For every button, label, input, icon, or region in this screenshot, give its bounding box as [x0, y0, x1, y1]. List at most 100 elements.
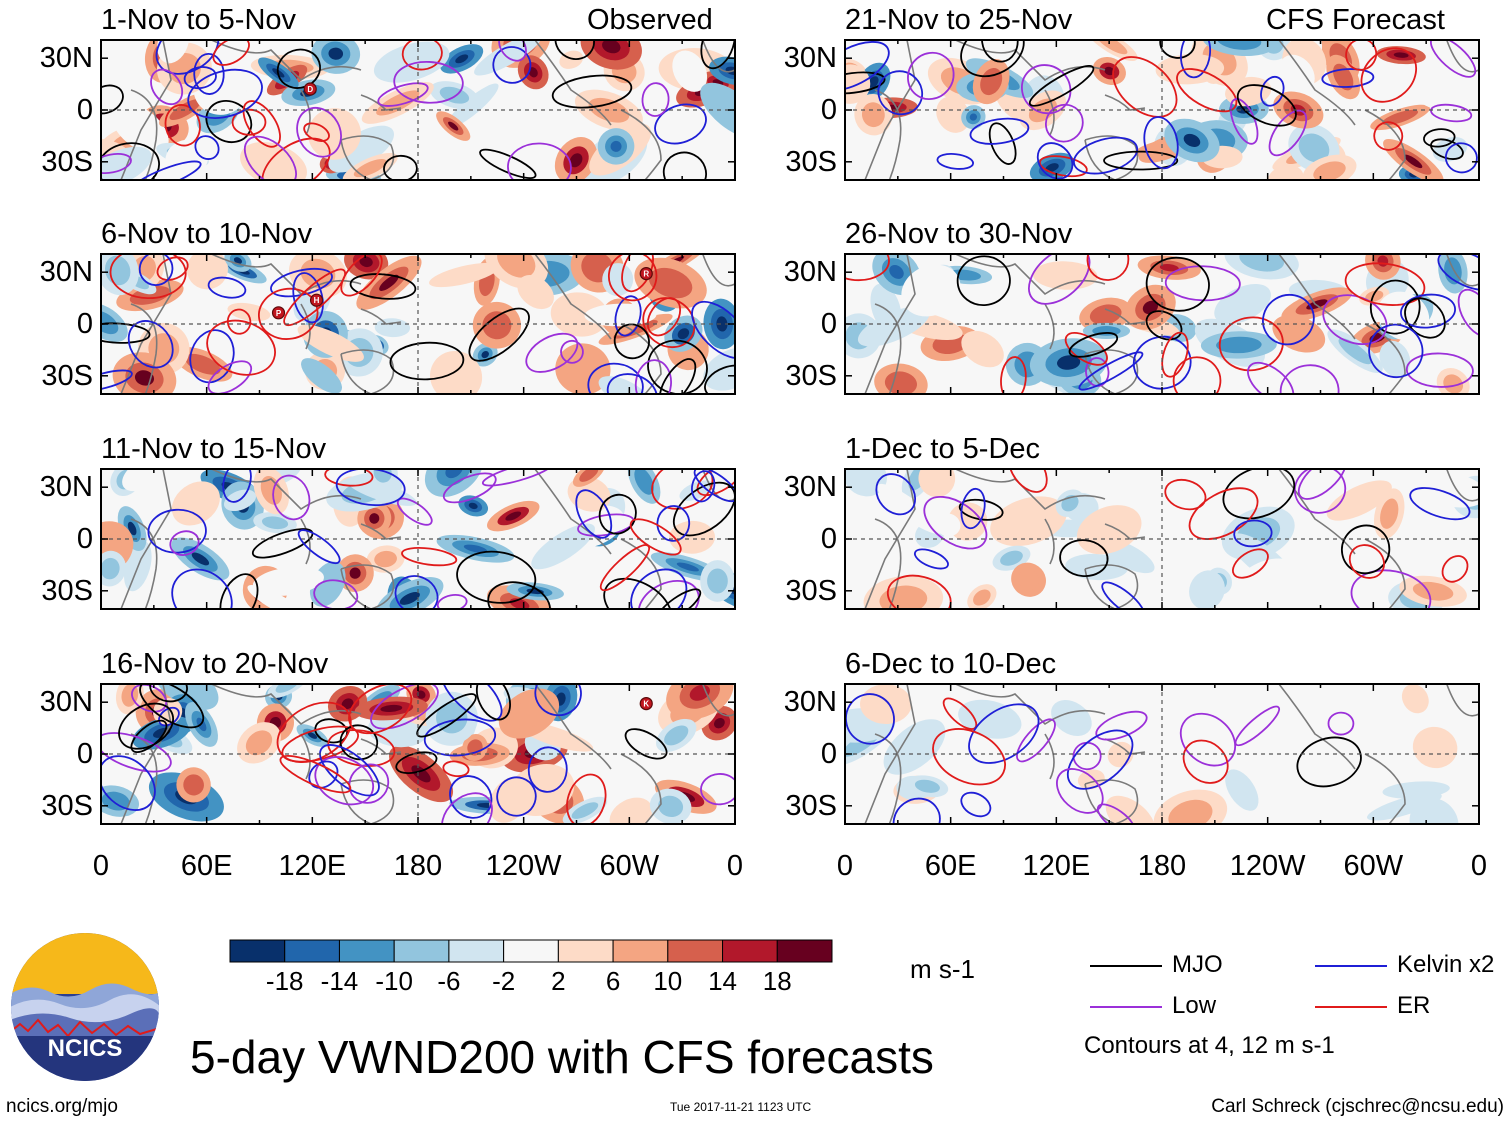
wave-contour: [212, 40, 250, 66]
anomaly-blob: [531, 523, 595, 570]
wave-contour: [1020, 64, 1072, 115]
coastline: [874, 518, 902, 609]
wave-contour: [1348, 544, 1385, 579]
wave-contour: [401, 547, 458, 567]
footer-url[interactable]: ncics.org/mjo: [6, 1096, 118, 1117]
coastline: [845, 469, 916, 609]
anomaly-core: [261, 516, 289, 530]
map-panel: [845, 254, 1479, 394]
anomaly-blob: [1214, 283, 1271, 325]
anomaly-core: [879, 585, 928, 609]
wave-contour: [1161, 331, 1189, 378]
wave-contour: [171, 568, 233, 609]
anomaly-core: [309, 365, 334, 387]
anomaly-core: [497, 254, 536, 278]
coastline: [130, 518, 158, 609]
wave-contour: [440, 684, 503, 722]
anomaly-blob: [667, 576, 709, 609]
anomaly-core: [1298, 133, 1330, 163]
wave-contour: [1016, 718, 1056, 763]
coastline: [101, 684, 172, 824]
coastline: [701, 254, 735, 287]
wave-contour: [101, 732, 172, 773]
coastline: [1084, 135, 1139, 180]
anomaly-blob: [1189, 570, 1225, 609]
x-tick-label: 120E: [278, 850, 347, 882]
wave-contour: [327, 729, 396, 767]
coastline: [1044, 518, 1055, 565]
y-tick-label: 30S: [41, 574, 93, 607]
wave-contour: [481, 469, 554, 487]
wave-contour: [525, 332, 579, 373]
storm-label: H: [314, 296, 320, 305]
anomaly-blob: [990, 496, 1067, 547]
wave-contour: [393, 60, 464, 104]
wave-contour: [907, 51, 955, 100]
wave-contour: [1095, 710, 1148, 741]
panel-period-label: 6-Nov to 10-Nov: [101, 218, 313, 250]
wave-contour: [658, 358, 697, 394]
logo-text: NCICS: [48, 1035, 123, 1062]
wave-contour: [1059, 539, 1109, 578]
wave-contour: [319, 744, 380, 797]
anomaly-peak: [713, 717, 725, 729]
anomaly-blob: [1232, 558, 1305, 609]
wave-contour: [101, 755, 156, 811]
wave-contour: [1180, 40, 1212, 79]
storm-marker: [639, 267, 653, 281]
y-tick-label: 0: [820, 94, 837, 126]
wave-contour: [624, 728, 668, 760]
coastline: [845, 254, 916, 394]
anomaly-peak: [716, 316, 728, 332]
y-tick-label: 30N: [39, 256, 93, 289]
wave-contour: [630, 568, 688, 609]
anomaly-core: [1338, 338, 1372, 365]
anomaly-blob: [374, 318, 411, 338]
wave-contour: [1423, 128, 1456, 148]
wave-contour: [700, 773, 735, 806]
anomaly-peak: [1104, 66, 1115, 76]
colorbar-swatch: [338, 939, 395, 963]
anomaly-blob: [845, 64, 871, 104]
wave-contour: [456, 550, 537, 604]
anomaly-core: [101, 310, 119, 335]
wave-contour: [1321, 68, 1375, 88]
wave-contour: [1182, 739, 1229, 784]
wave-contour: [1145, 256, 1210, 312]
coastline: [1044, 89, 1055, 136]
anomaly-core: [1089, 304, 1122, 325]
y-tick-label: 30N: [39, 686, 93, 719]
x-tick-label: 60W: [1343, 850, 1404, 882]
anomaly-blob: [430, 350, 483, 394]
anomaly-peak: [1045, 163, 1059, 173]
anomaly-blob: [186, 254, 228, 290]
anomaly-core: [1216, 336, 1262, 354]
anomaly-blob: [936, 96, 970, 133]
wave-contour: [1096, 803, 1136, 824]
colorbar-swatch: [448, 939, 505, 963]
storm-label: D: [307, 85, 313, 94]
wave-contour: [1444, 142, 1478, 174]
y-tick-label: 30S: [785, 145, 837, 178]
x-tick-label: 60W: [599, 850, 660, 882]
anomaly-peak: [233, 257, 243, 264]
anomaly-core: [1018, 569, 1040, 590]
map-panel: [845, 469, 1479, 609]
wave-contour: [496, 776, 537, 817]
anomaly-peak: [610, 140, 622, 152]
wave-contour: [1103, 150, 1179, 171]
coastline: [1277, 40, 1356, 126]
coastline: [360, 523, 402, 540]
coastline: [953, 469, 1106, 511]
anomaly-peak: [445, 469, 463, 479]
colorbar-label: -6: [437, 966, 461, 996]
wave-contour: [442, 760, 470, 778]
wave-contour: [1188, 487, 1259, 540]
wave-contour: [875, 473, 917, 516]
anomaly-peak: [969, 113, 978, 121]
anomaly-core: [353, 159, 387, 178]
y-tick-label: 30N: [783, 42, 837, 75]
wave-contour: [101, 369, 133, 392]
wave-contour: [936, 153, 975, 170]
